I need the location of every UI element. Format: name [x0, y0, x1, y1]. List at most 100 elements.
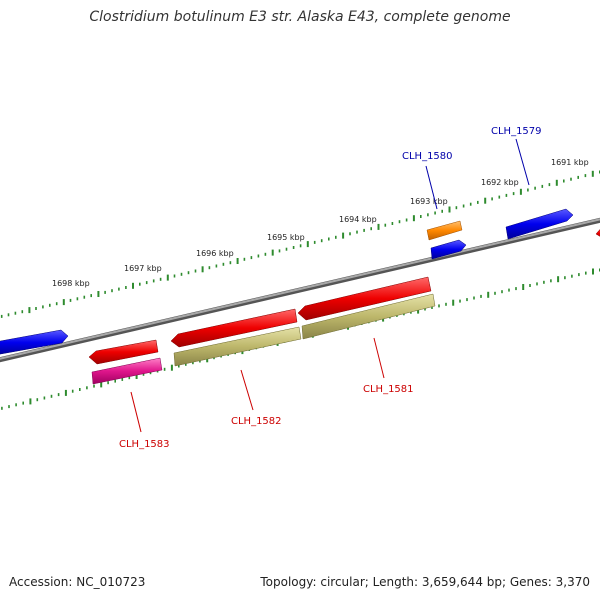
inner-scale-tick	[445, 302, 447, 306]
outer-scale-tick	[215, 264, 218, 268]
outer-scale-tick	[412, 215, 415, 222]
scale-label-1691: 1691 kbp	[551, 158, 589, 167]
outer-scale-tick	[534, 186, 536, 190]
outer-scale-tick	[377, 223, 380, 230]
outer-scale-tick	[335, 235, 337, 239]
inner-scale-tick	[578, 273, 580, 277]
outer-scale-tick	[477, 200, 479, 204]
inner-scale-tick	[8, 405, 10, 409]
outer-scale-tick	[555, 179, 558, 186]
topology-text: Topology: circular; Length: 3,659,644 bp…	[260, 575, 590, 589]
inner-scale-tick	[494, 291, 496, 295]
outer-scale-tick	[62, 299, 65, 306]
outer-scale-tick	[14, 311, 17, 315]
gene-arrow-clh-1582[interactable]	[170, 308, 298, 348]
outer-scale-tick	[271, 249, 274, 256]
outer-scale-tick	[125, 286, 127, 289]
gene-arrow-clh-1582-khaki[interactable]	[173, 326, 302, 367]
scale-label-1694: 1694 kbp	[339, 215, 377, 224]
outer-scale-tick	[132, 282, 134, 289]
inner-scale-tick	[86, 386, 88, 390]
inner-scale-tick	[438, 304, 440, 308]
gene-arrow-clh-1579[interactable]	[505, 208, 574, 240]
outer-scale-tick	[194, 269, 197, 273]
outer-scale-tick	[391, 222, 394, 225]
inner-scale-tick	[417, 307, 420, 314]
inner-scale-tick	[178, 364, 180, 368]
gene-arrow-clh-1581-khaki[interactable]	[301, 293, 436, 340]
outer-scale-tick	[299, 244, 302, 248]
outer-scale-tick	[519, 188, 522, 195]
inner-scale-tick	[564, 276, 566, 280]
inner-scale-tick	[170, 364, 173, 371]
outer-scale-tick	[342, 232, 345, 239]
outer-scale-tick	[159, 277, 162, 281]
scale-label-1697: 1697 kbp	[124, 264, 162, 273]
outer-scale-tick	[577, 175, 579, 179]
gene-arrow-clh-1583-magenta[interactable]	[91, 357, 163, 385]
outer-scale-tick	[405, 218, 408, 222]
gene-arrow-right-edge[interactable]	[595, 226, 600, 240]
inner-scale-tick	[501, 290, 503, 294]
outer-scale-tick	[201, 266, 204, 273]
gene-label-clh-1582[interactable]: CLH_1582	[231, 416, 282, 427]
gene-arrow-clh-1581[interactable]	[297, 276, 432, 321]
inner-scale-tick	[107, 381, 109, 385]
inner-scale-tick	[100, 381, 103, 388]
outer-scale-tick	[111, 289, 113, 293]
outer-scale-tick	[139, 282, 141, 286]
outer-scale-tick	[363, 228, 365, 232]
outer-scale-tick	[250, 256, 253, 260]
gene-arrow-left-edge[interactable]	[0, 329, 69, 355]
outer-scale-tick	[434, 211, 436, 215]
outer-scale-tick	[208, 266, 211, 270]
inner-scale-tick	[22, 401, 24, 405]
inner-scale-tick	[93, 384, 95, 388]
gene-arrow-clh-1580-orange[interactable]	[426, 220, 463, 241]
outer-scale-tick	[118, 287, 120, 291]
gene-arrow-clh-1583[interactable]	[88, 339, 159, 365]
outer-scale-tick	[69, 298, 72, 302]
outer-scale-tick	[83, 295, 86, 299]
outer-scale-tick	[104, 290, 106, 294]
outer-scale-tick	[541, 184, 544, 188]
inner-scale-tick	[522, 284, 525, 290]
reverse-genes	[88, 276, 436, 385]
gene-label-clh-1580[interactable]: CLH_1580	[402, 151, 453, 162]
gene-label-clh-1581[interactable]: CLH_1581	[363, 384, 414, 395]
outer-scale-tick	[278, 249, 281, 253]
outer-scale-tick	[222, 262, 225, 266]
outer-scale-tick	[7, 313, 10, 317]
outer-scale-tick	[570, 177, 572, 181]
inner-scale-tick	[431, 306, 433, 309]
outer-scale-ring	[0, 170, 600, 318]
outer-scale-tick	[187, 271, 190, 275]
outer-scale-tick	[90, 294, 92, 298]
inner-scale-tick	[50, 394, 53, 398]
inner-scale-tick	[192, 361, 194, 365]
inner-scale-tick	[585, 271, 587, 275]
outer-scale-tick	[313, 240, 316, 244]
outer-scale-tick	[420, 215, 422, 218]
outer-scale-tick	[21, 310, 24, 314]
inner-scale-tick	[466, 298, 468, 302]
inner-scale-tick	[29, 398, 32, 405]
gene-label-clh-1579[interactable]: CLH_1579	[491, 126, 542, 137]
outer-scale-tick	[320, 239, 323, 243]
outer-scale-tick	[398, 220, 401, 224]
genome-backbone	[0, 217, 600, 363]
outer-scale-tick	[243, 257, 246, 261]
outer-scale-tick	[236, 258, 239, 264]
gene-label-clh-1583[interactable]: CLH_1583	[119, 439, 170, 450]
inner-scale-tick	[163, 367, 166, 371]
inner-scale-tick	[114, 379, 116, 383]
inner-scale-tick	[557, 276, 560, 283]
outer-scale-tick	[370, 227, 372, 231]
gene-arrow-clh-1580[interactable]	[430, 239, 467, 260]
label-leader-lines	[130, 138, 530, 433]
outer-scale-tick	[28, 307, 31, 314]
inner-scale-tick	[571, 274, 573, 278]
outer-scale-tick	[505, 193, 508, 197]
outer-scale-tick	[180, 272, 183, 276]
